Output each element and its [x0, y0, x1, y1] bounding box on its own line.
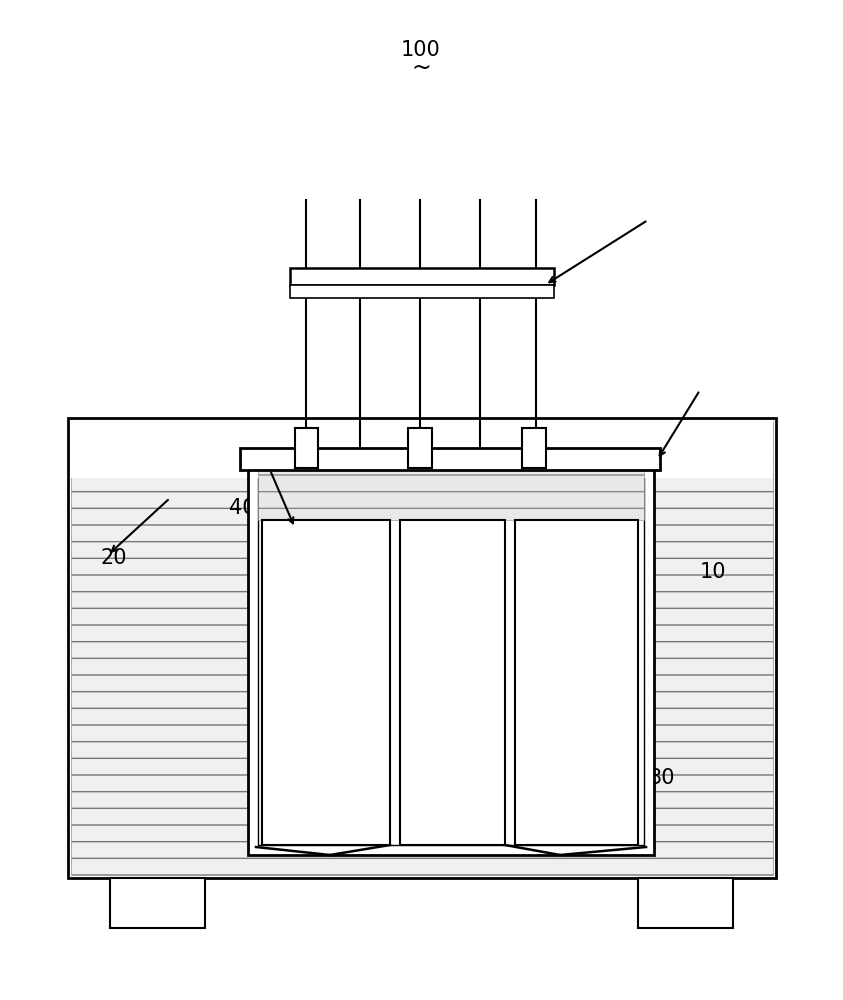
Text: 30: 30 — [648, 768, 674, 788]
Bar — [71, 421, 773, 875]
Bar — [258, 478, 644, 845]
Text: 10: 10 — [700, 562, 727, 582]
Bar — [290, 285, 554, 298]
Bar — [400, 520, 505, 845]
Bar — [522, 428, 546, 468]
Text: ~: ~ — [411, 56, 431, 80]
Bar — [262, 520, 390, 845]
Bar — [110, 878, 205, 928]
Bar — [240, 448, 660, 470]
Bar — [515, 520, 638, 845]
Bar — [638, 878, 733, 928]
Text: 40: 40 — [228, 498, 255, 518]
Bar — [290, 268, 554, 285]
Text: 100: 100 — [401, 40, 441, 60]
Bar — [248, 468, 654, 855]
Bar — [408, 428, 432, 468]
Bar — [71, 421, 773, 478]
Bar — [68, 418, 776, 878]
Bar — [295, 428, 318, 468]
Text: 20: 20 — [100, 548, 126, 568]
Bar — [258, 468, 644, 520]
